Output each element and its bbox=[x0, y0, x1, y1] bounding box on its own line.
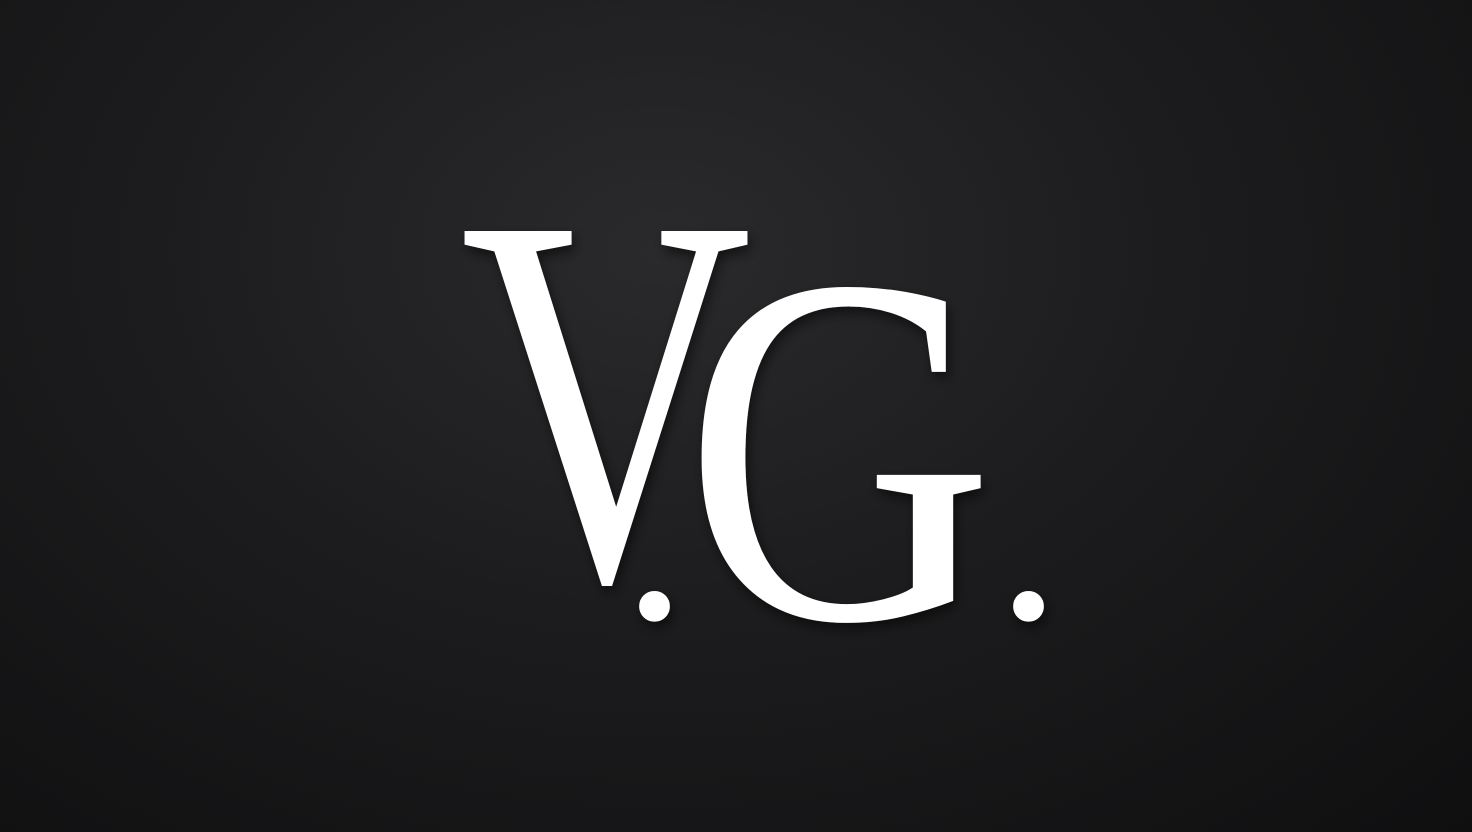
monogram-letter-g: G bbox=[684, 173, 994, 727]
monogram-letter-v: V bbox=[460, 106, 752, 693]
monogram-dot-2: . bbox=[996, 387, 1061, 675]
monogram-dot-1: . bbox=[622, 387, 687, 675]
